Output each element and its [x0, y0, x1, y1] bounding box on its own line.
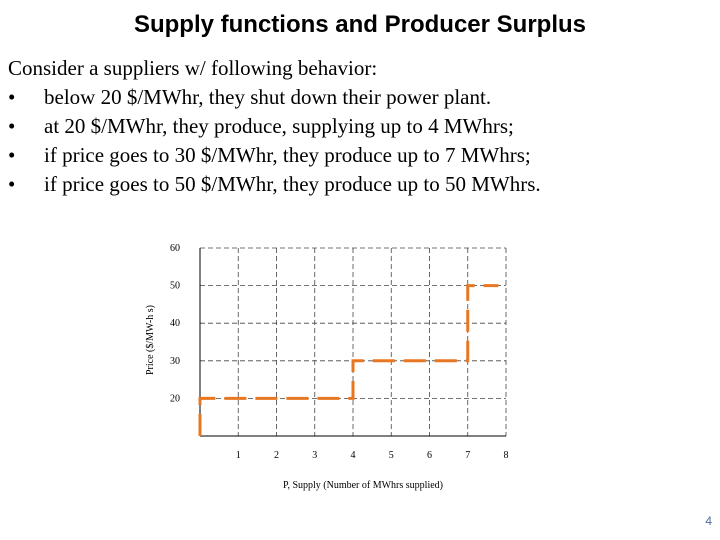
grid [200, 247, 507, 436]
x-tick-label: 6 [427, 450, 432, 461]
bullet-icon: • [8, 114, 16, 138]
bullet-icon: • [8, 85, 16, 109]
x-tick-label: 4 [351, 450, 356, 461]
bullet-item: • if price goes to 30 $/MWhr, they produ… [8, 141, 714, 170]
x-axis-label: P, Supply (Number of MWhrs supplied) [283, 480, 443, 491]
x-tick-labels: 1 2 3 4 5 6 7 8 [236, 450, 509, 461]
slide-title: Supply functions and Producer Surplus [133, 11, 587, 38]
bullet-icon: • [8, 172, 16, 196]
bullet-icon: • [8, 143, 16, 167]
x-tick-label: 7 [465, 450, 470, 461]
y-tick-label: 50 [170, 281, 180, 292]
bullet-text: if price goes to 50 $/MWhr, they produce… [44, 172, 541, 196]
bullet-list: • below 20 $/MWhr, they shut down their … [8, 83, 714, 199]
x-tick-label: 2 [274, 450, 279, 461]
intro-text: Consider a suppliers w/ following behavi… [8, 56, 378, 80]
y-tick-label: 40 [170, 318, 180, 329]
bullet-text: if price goes to 30 $/MWhr, they produce… [44, 143, 531, 167]
bullet-item: • at 20 $/MWhr, they produce, supplying … [8, 112, 714, 141]
bullet-item: • if price goes to 50 $/MWhr, they produ… [8, 170, 714, 199]
y-tick-label: 30 [170, 356, 180, 367]
supply-chart: 20 30 40 50 60 1 2 3 4 5 6 7 8 P, Supply (Number of… [145, 243, 509, 491]
slide-body: Consider a suppliers w/ following behavi… [8, 54, 714, 199]
x-tick-label: 8 [504, 450, 509, 461]
y-axis-label: Price ($/MW-h s) [145, 305, 156, 375]
x-tick-label: 3 [312, 450, 317, 461]
bullet-item: • below 20 $/MWhr, they shut down their … [8, 83, 714, 112]
page-number: 4 [705, 514, 712, 528]
x-tick-label: 5 [389, 450, 394, 461]
x-tick-label: 1 [236, 450, 241, 461]
supply-series [198, 284, 499, 436]
supply-line [198, 284, 499, 436]
bullet-text: at 20 $/MWhr, they produce, supplying up… [44, 114, 514, 138]
bullet-text: below 20 $/MWhr, they shut down their po… [44, 85, 492, 109]
y-tick-labels: 20 30 40 50 60 [170, 243, 180, 404]
y-tick-label: 60 [170, 243, 180, 254]
y-tick-label: 20 [170, 393, 180, 404]
